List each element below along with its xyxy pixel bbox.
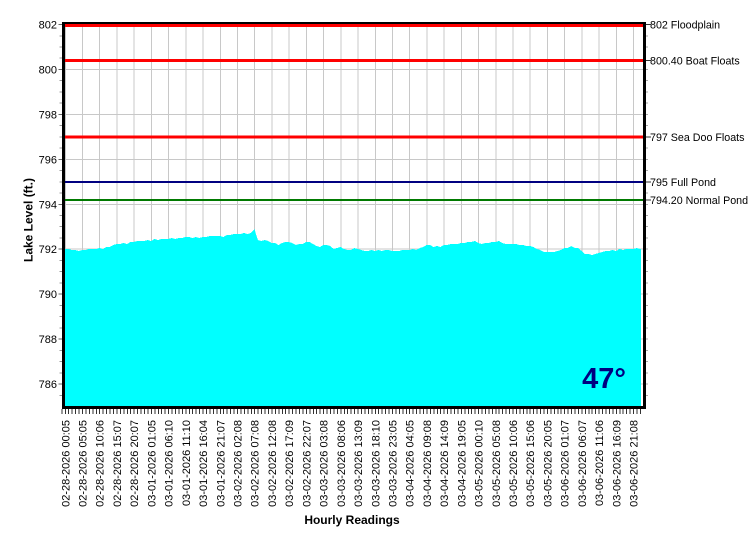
svg-text:03-03-2026 13:09: 03-03-2026 13:09 [353, 420, 365, 507]
svg-text:Hourly Readings: Hourly Readings [304, 513, 400, 527]
svg-text:03-03-2026 08:06: 03-03-2026 08:06 [336, 420, 348, 507]
svg-text:03-06-2026 16:09: 03-06-2026 16:09 [611, 420, 623, 507]
svg-text:47°: 47° [582, 363, 626, 395]
svg-text:03-02-2026 22:07: 03-02-2026 22:07 [301, 420, 313, 507]
svg-text:03-01-2026 01:05: 03-01-2026 01:05 [146, 420, 158, 507]
svg-text:03-06-2026 01:07: 03-06-2026 01:07 [560, 420, 572, 507]
svg-text:02-28-2026 05:05: 02-28-2026 05:05 [78, 420, 90, 507]
svg-text:794: 794 [39, 199, 57, 211]
svg-text:795 Full Pond: 795 Full Pond [650, 177, 716, 189]
svg-text:03-06-2026 21:08: 03-06-2026 21:08 [629, 420, 641, 507]
svg-text:03-05-2026 10:06: 03-05-2026 10:06 [508, 420, 520, 507]
svg-text:03-05-2026 05:08: 03-05-2026 05:08 [491, 420, 503, 507]
svg-text:03-03-2026 18:10: 03-03-2026 18:10 [370, 420, 382, 507]
svg-text:03-01-2026 16:04: 03-01-2026 16:04 [198, 420, 210, 507]
svg-text:03-04-2026 19:05: 03-04-2026 19:05 [456, 420, 468, 507]
svg-text:03-04-2026 04:05: 03-04-2026 04:05 [405, 420, 417, 507]
svg-text:03-05-2026 15:06: 03-05-2026 15:06 [525, 420, 537, 507]
svg-text:03-04-2026 14:09: 03-04-2026 14:09 [439, 420, 451, 507]
svg-text:792: 792 [39, 244, 57, 256]
svg-text:794.20 Normal Pond: 794.20 Normal Pond [650, 195, 748, 207]
svg-text:03-02-2026 17:09: 03-02-2026 17:09 [284, 420, 296, 507]
svg-text:03-05-2026 00:10: 03-05-2026 00:10 [474, 420, 486, 507]
svg-text:802: 802 [39, 20, 57, 32]
svg-text:03-03-2026 23:05: 03-03-2026 23:05 [387, 420, 399, 507]
svg-text:03-01-2026 11:10: 03-01-2026 11:10 [181, 420, 193, 506]
svg-text:788: 788 [39, 334, 57, 346]
svg-text:03-02-2026 02:08: 03-02-2026 02:08 [233, 420, 245, 507]
svg-text:798: 798 [39, 109, 57, 121]
svg-text:03-06-2026 06:07: 03-06-2026 06:07 [577, 420, 589, 507]
svg-text:03-05-2026 20:05: 03-05-2026 20:05 [542, 420, 554, 507]
svg-text:800: 800 [39, 64, 57, 76]
svg-text:03-02-2026 12:08: 03-02-2026 12:08 [267, 420, 279, 507]
svg-text:797 Sea Doo Floats: 797 Sea Doo Floats [650, 132, 744, 144]
svg-text:800.40 Boat Floats: 800.40 Boat Floats [650, 55, 740, 67]
svg-text:790: 790 [39, 289, 57, 301]
svg-text:02-28-2026 00:05: 02-28-2026 00:05 [60, 420, 72, 507]
svg-text:03-01-2026 06:10: 03-01-2026 06:10 [164, 420, 176, 507]
svg-text:03-04-2026 09:08: 03-04-2026 09:08 [422, 420, 434, 507]
svg-text:02-28-2026 20:07: 02-28-2026 20:07 [129, 420, 141, 507]
svg-text:Lake Level (ft.): Lake Level (ft.) [22, 178, 36, 262]
svg-text:802 Floodplain: 802 Floodplain [650, 20, 720, 32]
svg-text:02-28-2026 15:07: 02-28-2026 15:07 [112, 420, 124, 507]
svg-text:796: 796 [39, 154, 57, 166]
svg-text:02-28-2026 10:06: 02-28-2026 10:06 [95, 420, 107, 507]
svg-text:03-01-2026 21:07: 03-01-2026 21:07 [215, 420, 227, 507]
svg-text:03-02-2026 07:08: 03-02-2026 07:08 [250, 420, 262, 507]
svg-text:03-03-2026 03:08: 03-03-2026 03:08 [319, 420, 331, 507]
svg-text:03-06-2026 11:06: 03-06-2026 11:06 [594, 420, 606, 506]
svg-text:786: 786 [39, 379, 57, 391]
